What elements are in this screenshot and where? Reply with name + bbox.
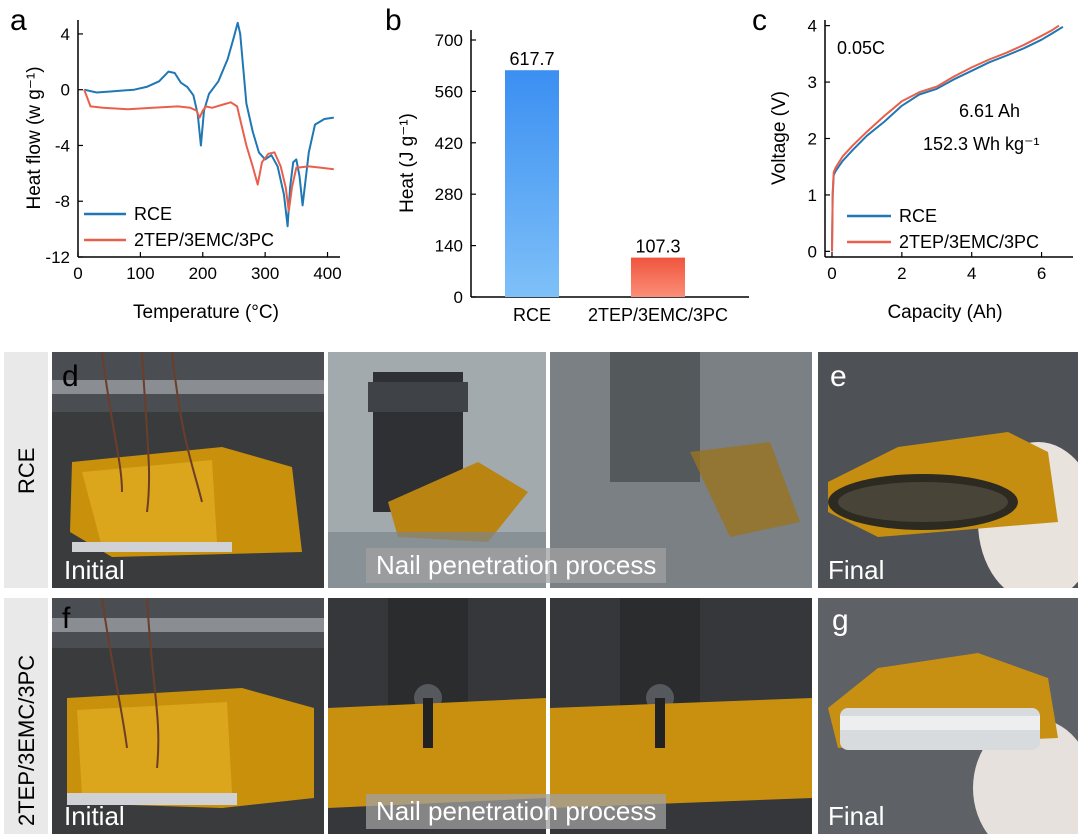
row-label-rce: RCE — [14, 447, 39, 494]
y-tick-label: 3 — [808, 73, 817, 92]
panel-letter-a: a — [10, 4, 27, 37]
series-line-1 — [83, 89, 334, 212]
y-tick-label: 0 — [61, 81, 70, 100]
x-tick-label: 0 — [827, 264, 836, 283]
caption-final: Final — [828, 801, 885, 831]
legend-label: RCE — [134, 204, 172, 224]
y-tick-label: 4 — [61, 25, 70, 44]
legend-label: RCE — [899, 206, 937, 226]
y-axis-label: Voltage (V) — [769, 91, 790, 185]
annotation-rate: 0.05C — [837, 38, 885, 58]
x-tick-label: 0 — [73, 264, 82, 283]
panel-letter-f: f — [62, 602, 71, 635]
row-label-2tep: 2TEP/3EMC/3PC — [14, 654, 39, 826]
caption-initial: Initial — [64, 555, 125, 585]
y-tick-label: 0 — [454, 288, 463, 307]
caption-process-2tep: Nail penetration process — [366, 794, 667, 829]
legend: RCE 2TEP/3EMC/3PC — [847, 206, 1039, 252]
series-line-0 — [831, 25, 1064, 252]
panel-letter-g: g — [832, 604, 849, 637]
x-tick-label: 400 — [313, 264, 341, 283]
photo-2tep-final: g Final — [818, 598, 1078, 834]
heat-flow-chart: 0 100 200 300 400 4 0 -4 -8 -12 RCE 2TEP/3EMC/3PC… — [24, 20, 342, 323]
caption-final: Final — [828, 555, 885, 585]
x-tick-label: 300 — [251, 264, 279, 283]
y-tick-label: 4 — [808, 17, 817, 36]
y-tick-label: 420 — [435, 134, 463, 153]
bar — [631, 257, 685, 297]
y-axis-label: Heat flow (w g⁻¹) — [24, 66, 45, 209]
photo-rce-initial: d Initial — [52, 352, 324, 588]
bar-value-label: 617.7 — [509, 49, 554, 69]
panel-letter-b: b — [385, 4, 402, 37]
caption-process-rce: Nail penetration process — [366, 548, 667, 583]
x-tick-label: 4 — [967, 264, 976, 283]
row-label-rce-bg — [4, 352, 48, 588]
panel-letter-c: c — [752, 4, 767, 37]
caption-initial: Initial — [64, 801, 125, 831]
voltage-capacity-chart: 0 2 4 6 0 1 2 3 4 0.05C 6.61 Ah 152.3 Wh kg⁻¹ RC… — [769, 17, 1073, 323]
y-tick-label: -8 — [55, 192, 70, 211]
series-line-1 — [831, 24, 1060, 252]
y-tick-label: 280 — [435, 185, 463, 204]
y-tick-label: -4 — [55, 136, 70, 155]
x-axis-label: Temperature (°C) — [133, 302, 279, 323]
x-tick-label: 6 — [1037, 264, 1046, 283]
x-tick-label: 200 — [189, 264, 217, 283]
photo-2tep-initial: f Initial — [52, 598, 324, 834]
y-axis-label: Heat (J g⁻¹) — [397, 113, 418, 213]
photo-rce-final: e Final — [818, 352, 1078, 588]
y-tick-label: -12 — [45, 248, 70, 267]
bar-value-label: 107.3 — [635, 237, 680, 257]
x-tick-label: 100 — [126, 264, 154, 283]
series-line-0 — [83, 21, 334, 228]
x-tick-label: 2TEP/3EMC/3PC — [588, 305, 728, 325]
heat-bar-chart: 0 140 280 420 560 700 617.7 RCE 107.3 2TEP/3EMC/… — [397, 30, 749, 325]
x-axis-label: Capacity (Ah) — [887, 302, 1002, 323]
y-tick-label: 1 — [808, 186, 817, 205]
legend: RCE 2TEP/3EMC/3PC — [84, 204, 274, 250]
y-tick-label: 0 — [808, 242, 817, 261]
x-tick-label: RCE — [513, 305, 551, 325]
legend-label: 2TEP/3EMC/3PC — [134, 230, 274, 250]
y-tick-label: 700 — [435, 31, 463, 50]
annotation-capacity: 6.61 Ah — [959, 101, 1020, 121]
y-tick-label: 2 — [808, 130, 817, 149]
y-tick-label: 560 — [435, 82, 463, 101]
legend-label: 2TEP/3EMC/3PC — [899, 232, 1039, 252]
panel-letter-d: d — [62, 360, 79, 393]
bar — [505, 70, 559, 298]
panel-letter-e: e — [830, 360, 847, 393]
annotation-energy: 152.3 Wh kg⁻¹ — [923, 134, 1040, 154]
y-tick-label: 140 — [435, 237, 463, 256]
photo-2tep-process-2 — [550, 598, 812, 834]
row-label-2tep-bg — [4, 598, 48, 834]
x-tick-label: 2 — [897, 264, 906, 283]
